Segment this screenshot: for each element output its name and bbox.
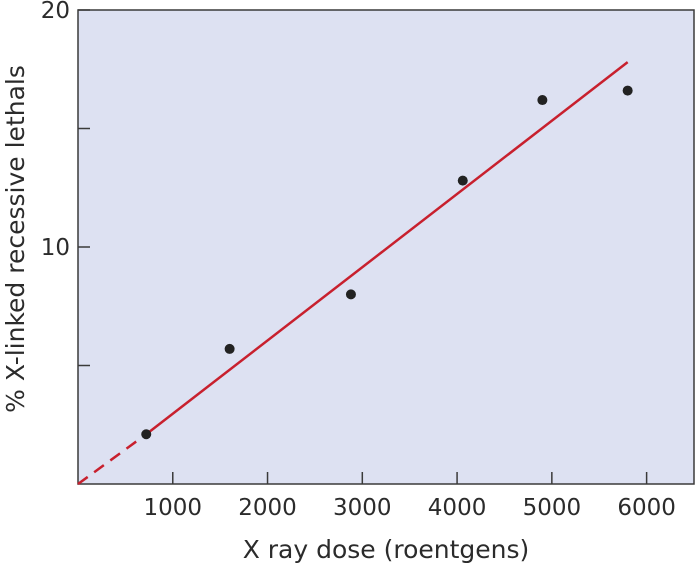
data-point <box>141 429 152 440</box>
points-group <box>141 85 633 440</box>
x-tick-label: 3000 <box>333 495 392 521</box>
x-tick-label: 4000 <box>428 495 487 521</box>
x-tick-label: 2000 <box>238 495 297 521</box>
data-point <box>457 175 468 186</box>
x-axis-label: X ray dose (roentgens) <box>243 535 530 564</box>
data-point <box>622 85 633 96</box>
y-tick-label: 20 <box>41 0 70 24</box>
x-tick-label: 1000 <box>143 495 202 521</box>
data-point <box>224 343 235 354</box>
x-tick-label: 6000 <box>617 495 676 521</box>
fit-line-group <box>77 61 629 486</box>
y-tick-label: 10 <box>41 235 70 261</box>
data-point <box>537 95 548 106</box>
y-axis-label: % X-linked recessive lethals <box>1 65 30 413</box>
x-tick-label: 5000 <box>523 495 582 521</box>
fit-line <box>145 61 629 436</box>
data-point <box>345 289 356 300</box>
ticks: 1000 2000 3000 4000 5000 6000 10 20 <box>41 0 676 521</box>
fit-line-extrapolated <box>77 433 147 486</box>
